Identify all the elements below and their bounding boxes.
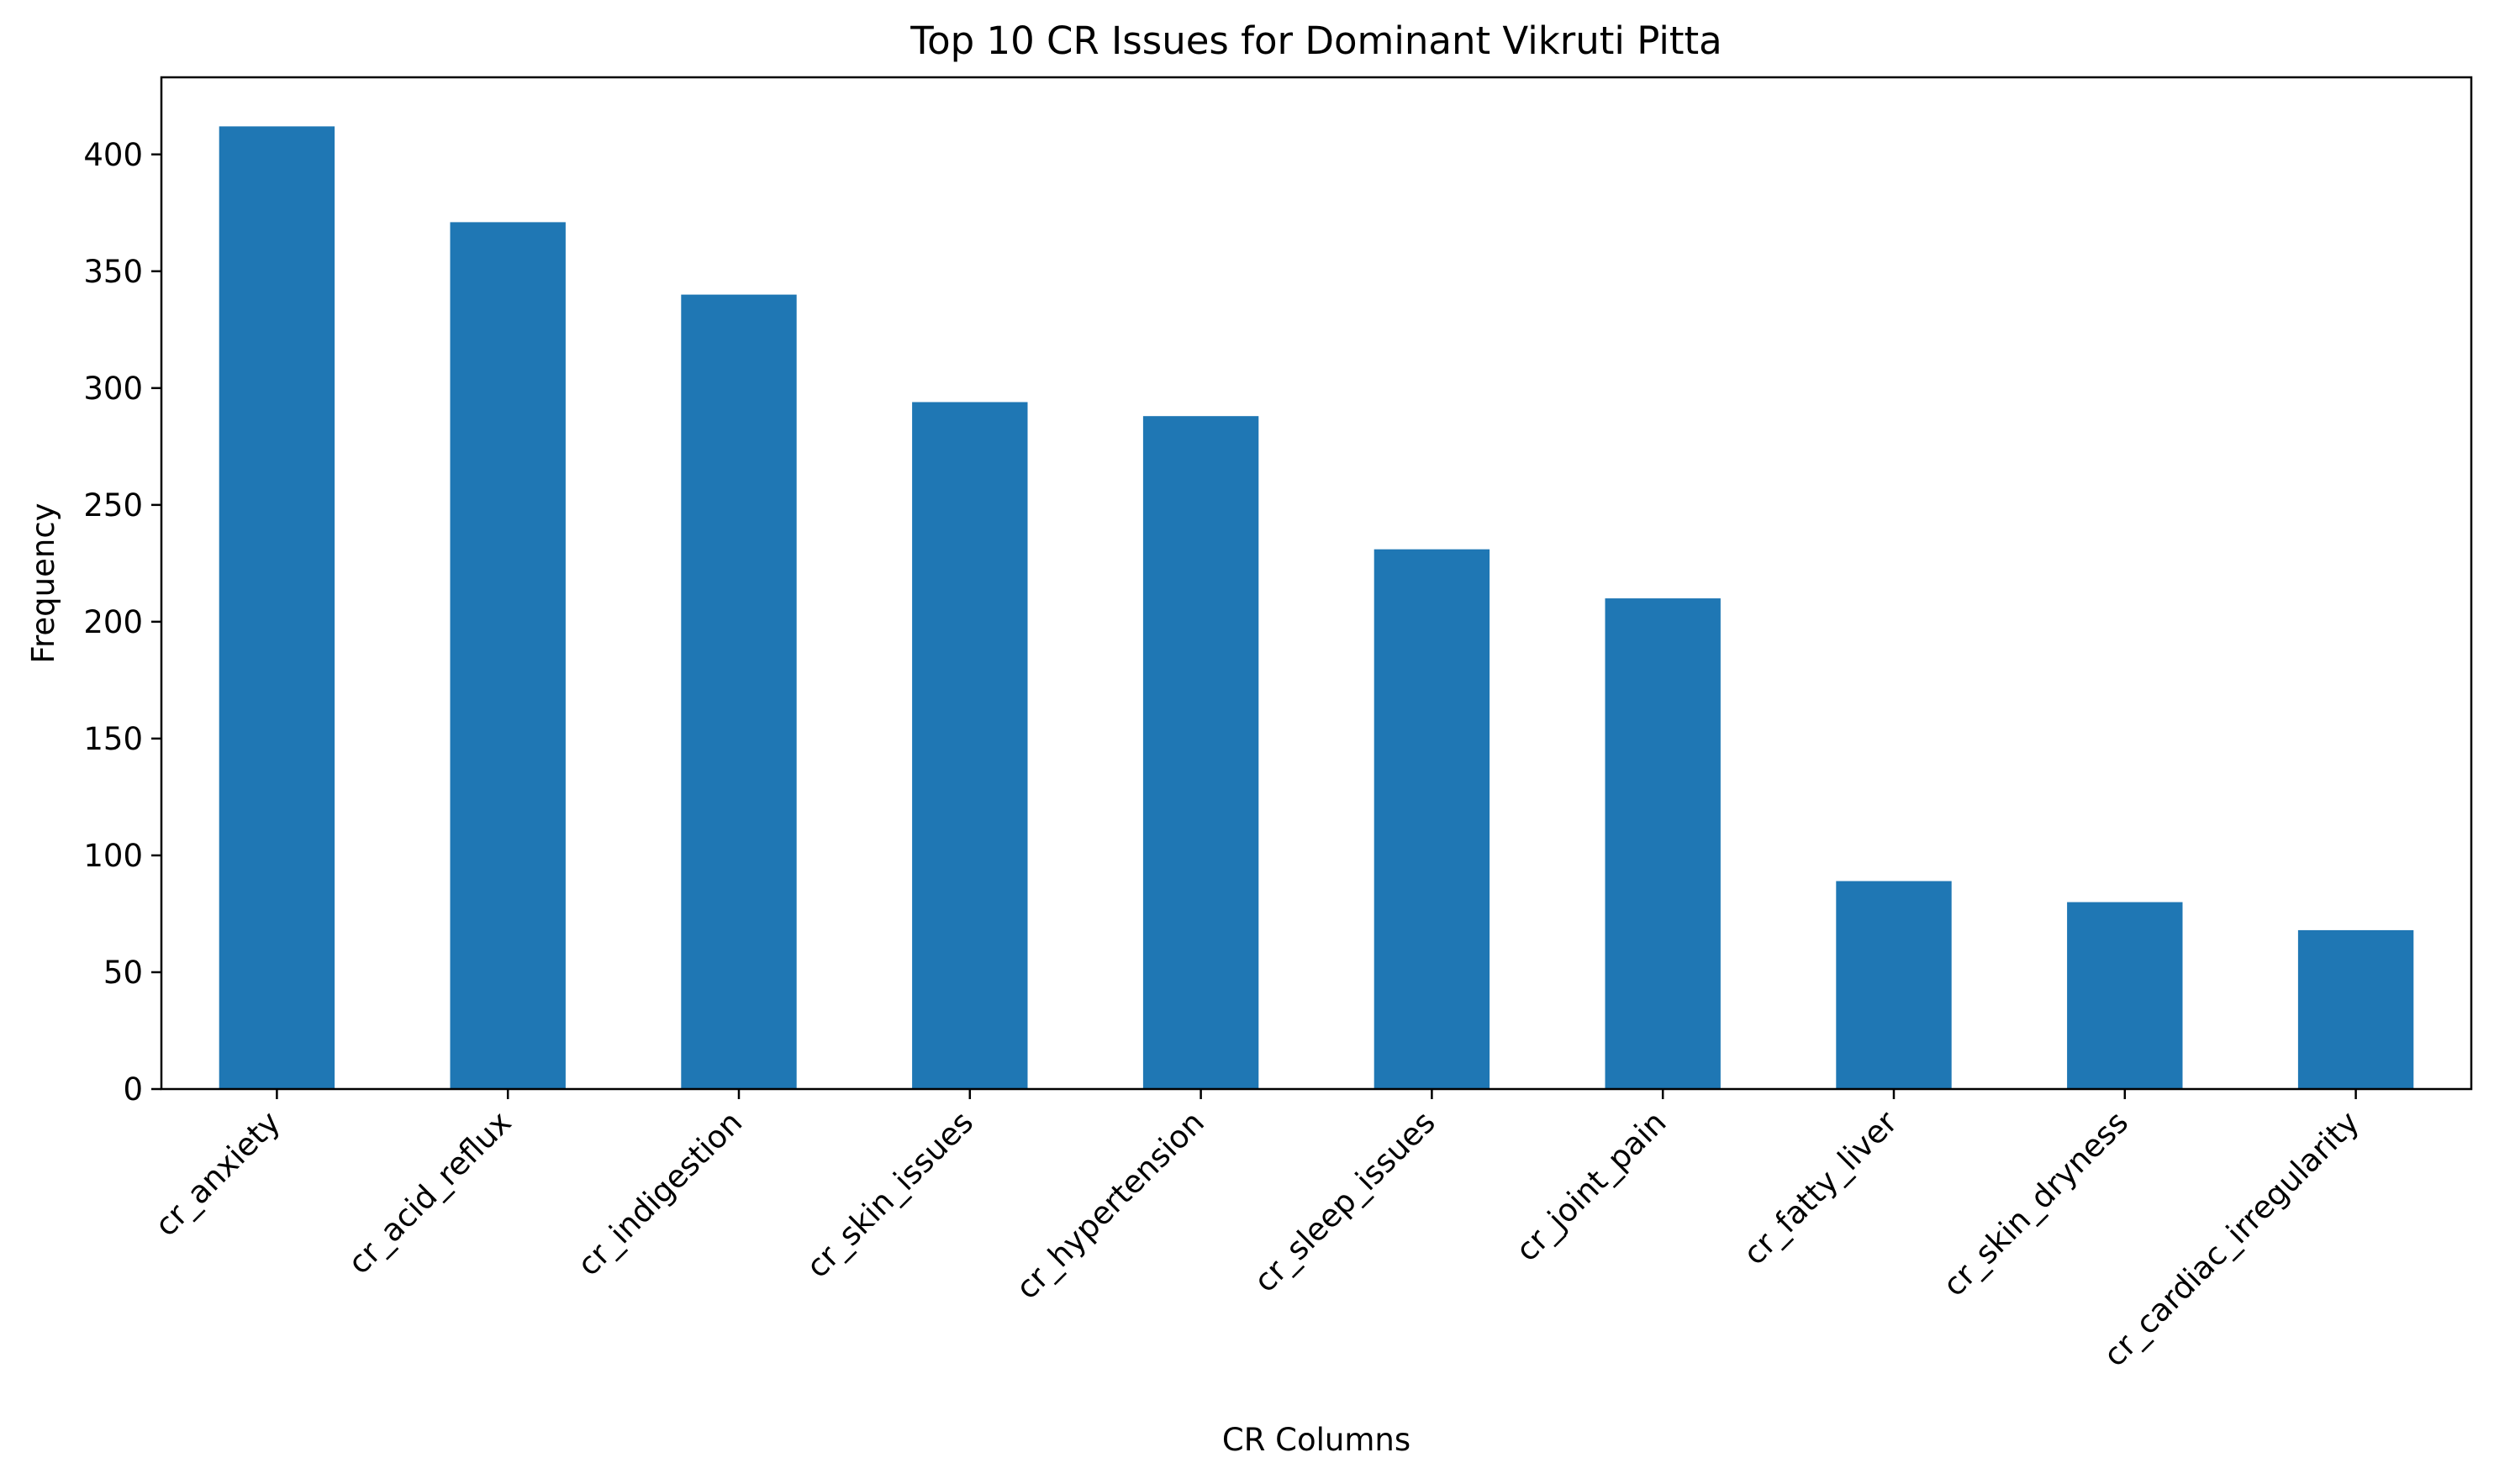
plot-frame — [160, 76, 2473, 1091]
x-axis: cr_anxiety cr_acid_reflux cr_indigestion cr… — [148, 1089, 2366, 1374]
bar-cr_skin_issues — [912, 402, 1028, 1089]
x-axis-label: CR Columns — [1222, 1422, 1410, 1458]
y-tick-label: 150 — [83, 721, 143, 757]
x-tick-label: cr_sleep_issues — [1247, 1104, 1442, 1299]
bar-cr_fatty_liver — [1836, 881, 1952, 1089]
y-axis: 0 50 100 150 200 250 300 350 400 — [83, 137, 161, 1108]
x-tick-label: cr_indigestion — [571, 1104, 750, 1283]
bars-group — [219, 126, 2414, 1090]
x-tick-label: cr_hypertension — [1009, 1104, 1211, 1307]
y-tick-label: 0 — [123, 1071, 143, 1108]
x-tick-label: cr_joint_pain — [1509, 1104, 1674, 1269]
bar-cr_sleep_issues — [1374, 549, 1490, 1089]
bar-cr_acid_reflux — [450, 222, 566, 1089]
y-tick-label: 250 — [83, 487, 143, 524]
y-tick-label: 200 — [83, 604, 143, 640]
x-tick-label: cr_skin_issues — [799, 1104, 980, 1285]
y-axis-label: Frequency — [25, 503, 61, 663]
bar-cr_hypertension — [1142, 416, 1259, 1089]
bar-cr_indigestion — [681, 294, 797, 1090]
y-tick-label: 100 — [83, 838, 143, 874]
y-tick-label: 50 — [103, 955, 143, 991]
x-tick-label: cr_acid_reflux — [341, 1104, 519, 1281]
chart-title: Top 10 CR Issues for Dominant Vikruti Pi… — [910, 18, 1722, 63]
y-tick-label: 400 — [83, 137, 143, 173]
x-tick-label: cr_skin_dryness — [1936, 1104, 2135, 1303]
bar-cr_cardiac_irregularity — [2297, 929, 2414, 1089]
bar-cr_anxiety — [219, 126, 335, 1090]
x-tick-label: cr_anxiety — [148, 1104, 287, 1244]
bar-cr_skin_dryness — [2067, 902, 2183, 1089]
bar-cr_joint_pain — [1605, 598, 1721, 1089]
y-tick-label: 300 — [83, 371, 143, 407]
x-tick-label: cr_fatty_liver — [1737, 1103, 1905, 1271]
y-tick-label: 350 — [83, 254, 143, 290]
x-tick-label: cr_cardiac_irregularity — [2096, 1104, 2366, 1374]
